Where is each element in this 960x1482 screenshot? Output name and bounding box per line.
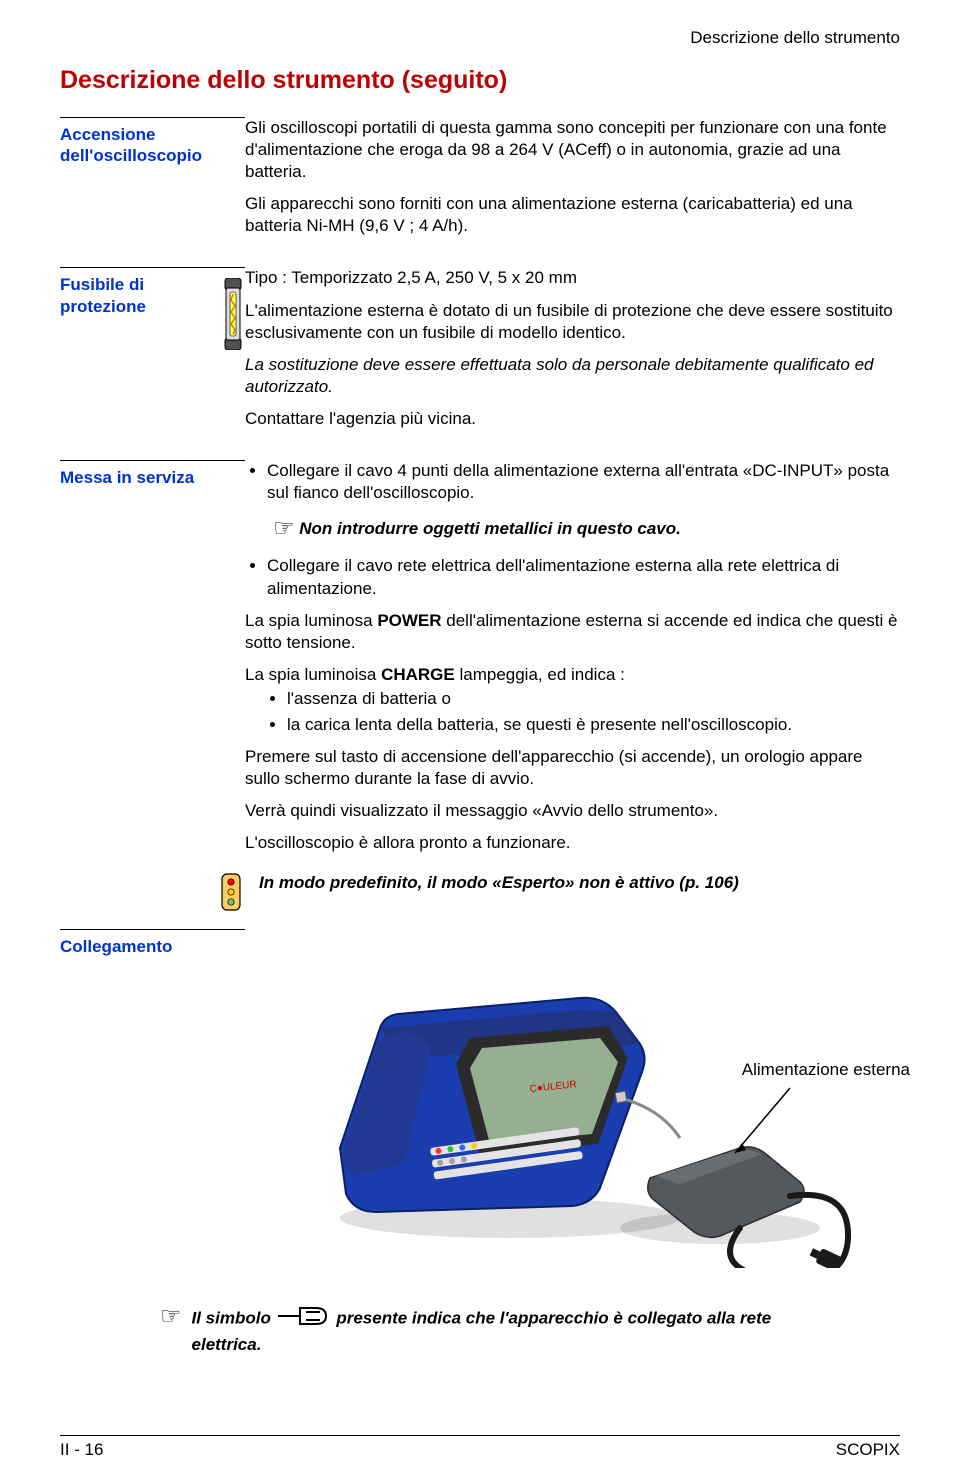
accensione-p2: Gli apparecchi sono forniti con una alim… (245, 193, 900, 237)
messa-sub-b2: la carica lenta della batteria, se quest… (287, 714, 900, 736)
messa-hand-note: Non introdurre oggetti metallici in ques… (299, 519, 681, 538)
fusibile-p1: Tipo : Temporizzato 2,5 A, 250 V, 5 x 20… (245, 267, 900, 289)
label-messa: Messa in serviza (60, 467, 245, 488)
messa-charge-post: lampeggia, ed indica : (455, 665, 625, 684)
hand-icon: ☞ (273, 516, 295, 542)
hand-icon-2: ☞ (160, 1302, 182, 1333)
callout-alimentazione: Alimentazione esterna (742, 1060, 910, 1080)
messa-b2: Collegare il cavo rete elettrica dell'al… (267, 555, 900, 599)
messa-power-word: POWER (377, 611, 441, 630)
footer-right: SCOPIX (836, 1440, 900, 1460)
section-fusibile: Fusibile di protezione Tipo : Temporizza… (60, 267, 900, 440)
fusibile-p4: Contattare l'agenzia più vicina. (245, 408, 900, 430)
label-collegamento: Collegamento (60, 936, 245, 957)
plug-note: Il simbolo presente indica che l'apparec… (192, 1304, 832, 1356)
section-header: Descrizione dello strumento (60, 28, 900, 48)
messa-default: In modo predefinito, il modo «Esperto» n… (259, 872, 900, 894)
warning-icon (217, 899, 245, 916)
device-illustration: C●ULEUR (260, 968, 900, 1268)
page-footer: II - 16 SCOPIX (60, 1435, 900, 1460)
fusibile-p2: L'alimentazione esterna è dotato di un f… (245, 300, 900, 344)
section-collegamento: Collegamento (60, 929, 900, 957)
messa-charge-pre: La spia luminoisa (245, 665, 381, 684)
section-accensione: Accensione dell'oscilloscopio Gli oscill… (60, 117, 900, 247)
messa-sub-b1: l'assenza di batteria o (287, 688, 900, 710)
label-accensione: Accensione dell'oscilloscopio (60, 124, 245, 167)
label-fusibile: Fusibile di protezione (60, 274, 207, 317)
messa-charge: La spia luminoisa CHARGE lampeggia, ed i… (245, 664, 900, 686)
footer-left: II - 16 (60, 1440, 103, 1460)
fusibile-p3: La sostituzione deve essere effettuata s… (245, 354, 900, 398)
messa-verra: Verrà quindi visualizzato il messaggio «… (245, 800, 900, 822)
messa-charge-word: CHARGE (381, 665, 455, 684)
row-default-mode: In modo predefinito, il modo «Esperto» n… (60, 872, 900, 917)
messa-b1: Collegare il cavo 4 punti della alimenta… (267, 460, 900, 504)
messa-premere: Premere sul tasto di accensione dell'app… (245, 746, 900, 790)
section-messa: Messa in serviza Collegare il cavo 4 pun… (60, 460, 900, 864)
accensione-p1: Gli oscilloscopi portatili di questa gam… (245, 117, 900, 183)
plug-note-pre: Il simbolo (192, 1308, 271, 1327)
messa-pronto: L'oscilloscopio è allora pronto a funzio… (245, 832, 900, 854)
messa-power-pre: La spia luminosa (245, 611, 377, 630)
page-title: Descrizione dello strumento (seguito) (60, 66, 900, 95)
plug-icon (276, 1304, 332, 1334)
messa-power: La spia luminosa POWER dell'alimentazion… (245, 610, 900, 654)
fuse-icon (221, 278, 245, 355)
